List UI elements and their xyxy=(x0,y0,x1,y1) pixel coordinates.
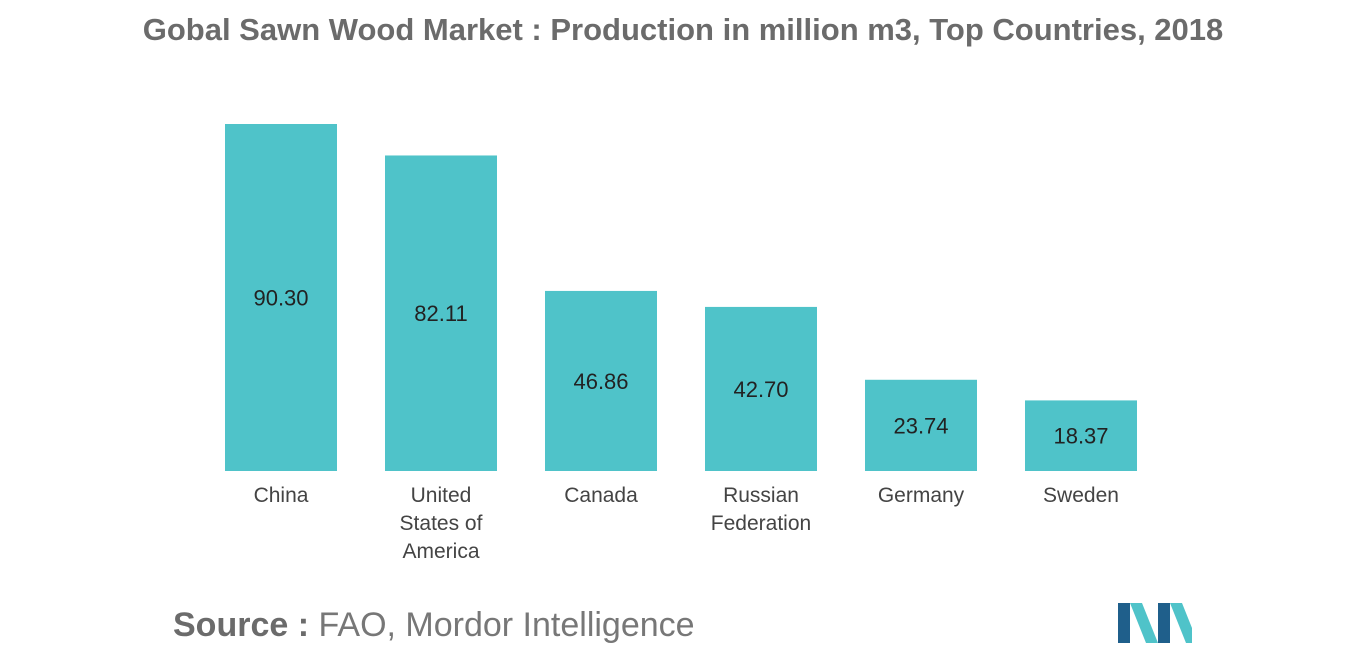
category-label: Sweden xyxy=(1043,484,1119,507)
bar-value-label: 82.11 xyxy=(414,301,467,326)
bar-chart: 90.30 China 82.11 United States of America 46.… xyxy=(225,124,1137,564)
category-label: Russian xyxy=(723,484,799,507)
bar-value-label: 46.86 xyxy=(573,369,628,394)
bar-2 xyxy=(545,290,657,471)
mordor-intelligence-logo xyxy=(1118,603,1192,643)
bar-3 xyxy=(705,306,817,471)
source-text: FAO, Mordor Intelligence xyxy=(318,606,695,644)
logo-right-diagonal xyxy=(1170,603,1192,643)
logo-left-diagonal xyxy=(1130,603,1158,643)
category-label: Germany xyxy=(878,484,965,507)
bar-value-label: 23.74 xyxy=(893,413,948,438)
category-label: China xyxy=(254,484,309,507)
bar-value-label: 42.70 xyxy=(733,377,788,402)
category-label: Federation xyxy=(711,512,811,535)
category-label: United xyxy=(411,484,472,507)
bar-value-label: 18.37 xyxy=(1053,424,1108,449)
bar-1 xyxy=(385,155,497,471)
labels-layer: 90.30 China 82.11 United States of America 46.… xyxy=(253,286,1118,564)
chart-title: Gobal Sawn Wood Market : Production in m… xyxy=(142,12,1224,47)
source-prefix: Source : xyxy=(173,606,310,644)
bar-value-label: 90.30 xyxy=(253,286,308,311)
category-label: Canada xyxy=(564,484,638,507)
category-label: America xyxy=(402,540,479,563)
bar-4 xyxy=(865,379,977,471)
source-note: Source : FAO, Mordor Intelligence xyxy=(173,606,695,645)
logo-left-leg xyxy=(1118,603,1130,643)
bar-5 xyxy=(1025,400,1137,471)
bars-layer xyxy=(225,124,1137,471)
logo-right-leg xyxy=(1158,603,1170,643)
bar-0 xyxy=(225,124,337,471)
category-label: States of xyxy=(400,512,483,535)
